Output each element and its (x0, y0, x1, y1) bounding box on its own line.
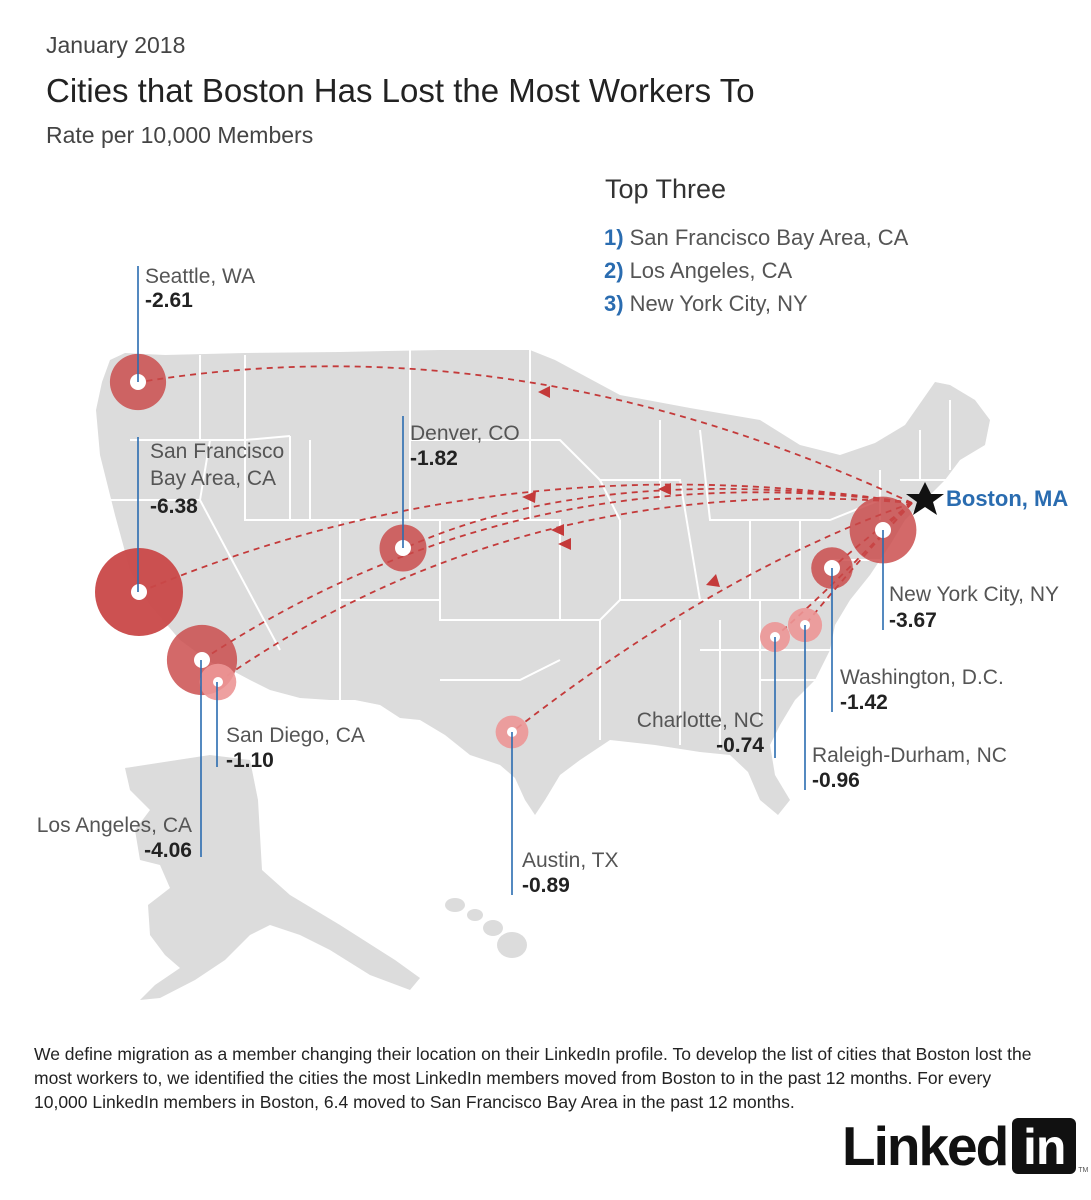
top-three-label: New York City, NY (629, 291, 808, 316)
flow-arrowheads (522, 386, 720, 587)
bubble-center-san-diego (213, 677, 223, 687)
top-three-label: Los Angeles, CA (629, 258, 793, 283)
top-three-rank: 1) (604, 225, 624, 250)
linkedin-logo-tm: TM (1078, 1167, 1089, 1174)
hawaii-shape (445, 898, 527, 958)
city-value-washington: -1.42 (840, 691, 888, 714)
city-label-charlotte: Charlotte, NC (637, 709, 764, 732)
city-value-san-francisco: -6.38 (150, 495, 198, 518)
city-value-denver: -1.82 (410, 447, 458, 470)
city-label-nyc: New York City, NY (889, 583, 1059, 606)
flow-line-san-francisco (139, 483, 913, 593)
bubble-center-los-angeles (194, 652, 210, 668)
top-three-rank: 2) (604, 258, 624, 283)
city-label-los-angeles: Los Angeles, CA (37, 814, 192, 837)
city-label-seattle: Seattle, WA (145, 265, 255, 288)
flow-line-denver (404, 488, 913, 549)
top-three-item: 2) Los Angeles, CA (604, 257, 908, 290)
arrowhead (551, 524, 564, 536)
flow-line-los-angeles (201, 491, 913, 661)
footnote: We define migration as a member changing… (34, 1044, 1032, 1112)
arrowhead (706, 574, 720, 587)
linkedin-logo: Linked in TM (842, 1115, 1089, 1177)
state-borders (110, 350, 960, 750)
flow-line-san-diego (217, 497, 913, 683)
city-label-washington: Washington, D.C. (840, 666, 1004, 689)
city-label-san-francisco-line2: Bay Area, CA (150, 467, 276, 490)
arrowhead (538, 386, 550, 398)
bubbles (95, 353, 917, 749)
city-value-seattle: -2.61 (145, 289, 193, 312)
city-value-san-diego: -1.10 (226, 749, 274, 772)
top-three-rank: 3) (604, 291, 624, 316)
city-label-san-francisco: San Francisco Bay Area, CA (150, 440, 290, 490)
us-migration-map: Boston, MA Seattle, WA -2.61 San Francis… (37, 265, 1068, 1000)
linkedin-logo-box: in (1012, 1118, 1077, 1175)
city-value-los-angeles: -4.06 (144, 839, 192, 862)
contiguous-us-shape (96, 350, 990, 815)
leader-lines (137, 266, 884, 895)
arrowhead (558, 538, 571, 550)
city-label-san-diego: San Diego, CA (226, 724, 365, 747)
boston-label: Boston, MA (946, 486, 1068, 511)
city-value-charlotte: -0.74 (716, 734, 764, 757)
boston-star-icon (906, 482, 944, 515)
alaska-shape (125, 755, 420, 1000)
map-date: January 2018 (46, 32, 186, 58)
bubble-center-san-francisco (131, 584, 147, 600)
top-three-list: 1) San Francisco Bay Area, CA 2) Los Angel… (604, 224, 908, 323)
linkedin-logo-text: Linked (842, 1115, 1009, 1177)
city-value-austin: -0.89 (522, 874, 570, 897)
city-label-raleigh: Raleigh-Durham, NC (812, 744, 1007, 767)
city-label-denver: Denver, CO (410, 422, 520, 445)
arrowhead (658, 483, 671, 495)
top-three-title: Top Three (605, 174, 727, 204)
map-title: Cities that Boston Has Lost the Most Wor… (46, 72, 755, 109)
map-subtitle: Rate per 10,000 Members (46, 122, 314, 148)
top-three-label: San Francisco Bay Area, CA (629, 225, 909, 250)
top-three-item: 3) New York City, NY (604, 290, 908, 323)
arrowhead (522, 491, 536, 503)
top-three-item: 1) San Francisco Bay Area, CA (604, 224, 908, 257)
city-value-nyc: -3.67 (889, 609, 937, 632)
city-labels: Seattle, WA -2.61 San Francisco Bay Area… (37, 265, 1059, 897)
city-label-austin: Austin, TX (522, 849, 619, 872)
city-value-raleigh: -0.96 (812, 769, 860, 792)
city-label-san-francisco-line1: San Francisco (150, 440, 284, 463)
flow-line-seattle (139, 365, 913, 504)
